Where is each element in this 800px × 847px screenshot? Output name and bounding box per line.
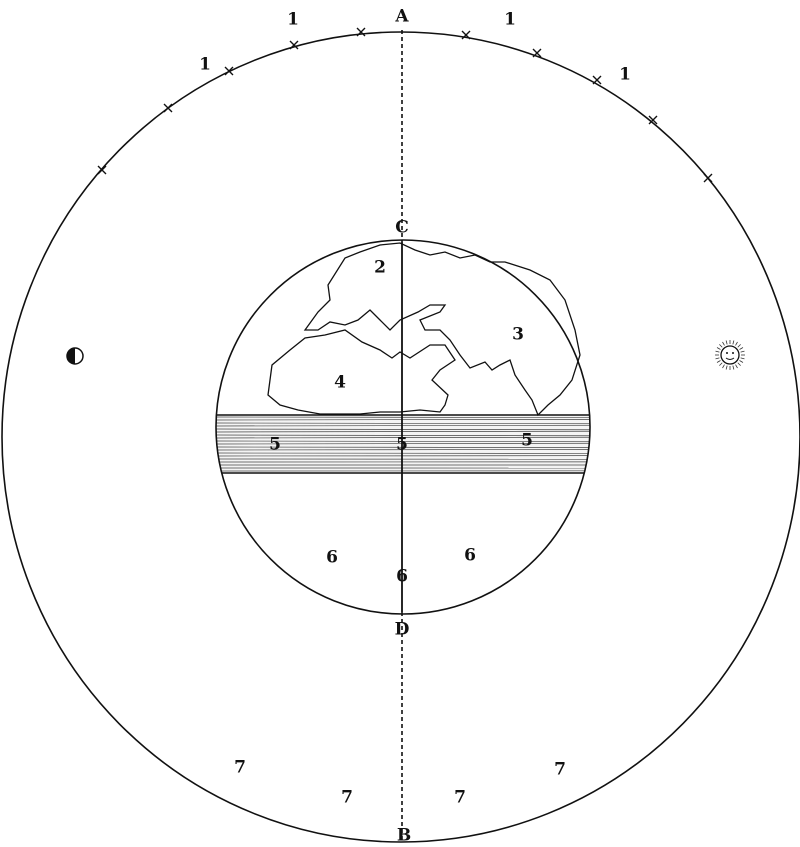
hatch-line <box>216 434 590 437</box>
star-cross <box>163 103 173 113</box>
sun-ray <box>732 340 735 345</box>
label-d: D <box>395 620 410 640</box>
hatch-line <box>216 442 590 445</box>
star-cross <box>289 40 299 50</box>
star-cross <box>461 30 471 40</box>
sun-ray <box>740 357 745 360</box>
stars <box>97 27 713 183</box>
sun-ray <box>716 360 721 363</box>
outer-label: 7 <box>454 788 466 808</box>
hatch-line <box>216 422 590 425</box>
sun-ray <box>735 364 738 369</box>
sun-ray <box>732 365 735 370</box>
sun-ray <box>719 344 723 348</box>
hatch-line <box>216 446 590 448</box>
star-cross <box>703 173 713 183</box>
sun-ray <box>725 365 728 370</box>
moon <box>66 347 84 365</box>
below-label: 6 <box>326 548 338 568</box>
land-label: 4 <box>334 373 346 393</box>
sun-ray <box>725 340 728 345</box>
continents <box>267 242 581 417</box>
outer-sphere <box>1 31 800 843</box>
hatch-line <box>216 424 590 427</box>
torrid-zone <box>216 414 590 474</box>
star-cross <box>224 66 234 76</box>
sphere-label: 1 <box>287 10 299 30</box>
sun-ray <box>722 341 725 346</box>
sun-ray <box>719 362 723 366</box>
sun-ray <box>737 362 741 366</box>
label-b: B <box>397 826 411 846</box>
hatch-line <box>216 436 590 439</box>
hatch-line <box>216 428 590 431</box>
zone-label: 5 <box>521 431 533 451</box>
star-cross <box>356 27 366 37</box>
hatch-line <box>216 418 590 421</box>
sun-ray <box>716 347 721 350</box>
outer-label: 7 <box>554 760 566 780</box>
sun-ray <box>715 350 720 353</box>
zone-label: 5 <box>269 435 281 455</box>
sun-ray <box>737 344 741 348</box>
earth <box>215 239 591 615</box>
outer-label: 7 <box>341 788 353 808</box>
land-label: 2 <box>374 258 386 278</box>
outer-label: 7 <box>234 758 246 778</box>
sun-ray <box>739 360 744 363</box>
star-cross <box>532 48 542 58</box>
sphere-label: 1 <box>619 65 631 85</box>
label-c: C <box>395 218 409 238</box>
hatch-line <box>216 440 590 443</box>
star-cross <box>97 165 107 175</box>
sphere-label: 1 <box>504 10 516 30</box>
zone-label: 5 <box>396 435 408 455</box>
below-label: 6 <box>464 546 476 566</box>
hatch-line <box>216 430 590 433</box>
sun-ray <box>735 341 738 346</box>
star-cross <box>648 115 658 125</box>
sun-ray <box>715 357 720 360</box>
sun-ray <box>739 347 744 350</box>
sphere-label: 1 <box>199 55 211 75</box>
sun-ray <box>722 364 725 369</box>
below-label: 6 <box>396 567 408 587</box>
sun-ray <box>740 350 745 353</box>
label-a: A <box>394 7 409 27</box>
hatch-line <box>216 449 590 451</box>
star-cross <box>592 75 602 85</box>
hatch-line <box>216 416 590 418</box>
sun <box>715 340 745 370</box>
land-label: 3 <box>512 325 524 345</box>
